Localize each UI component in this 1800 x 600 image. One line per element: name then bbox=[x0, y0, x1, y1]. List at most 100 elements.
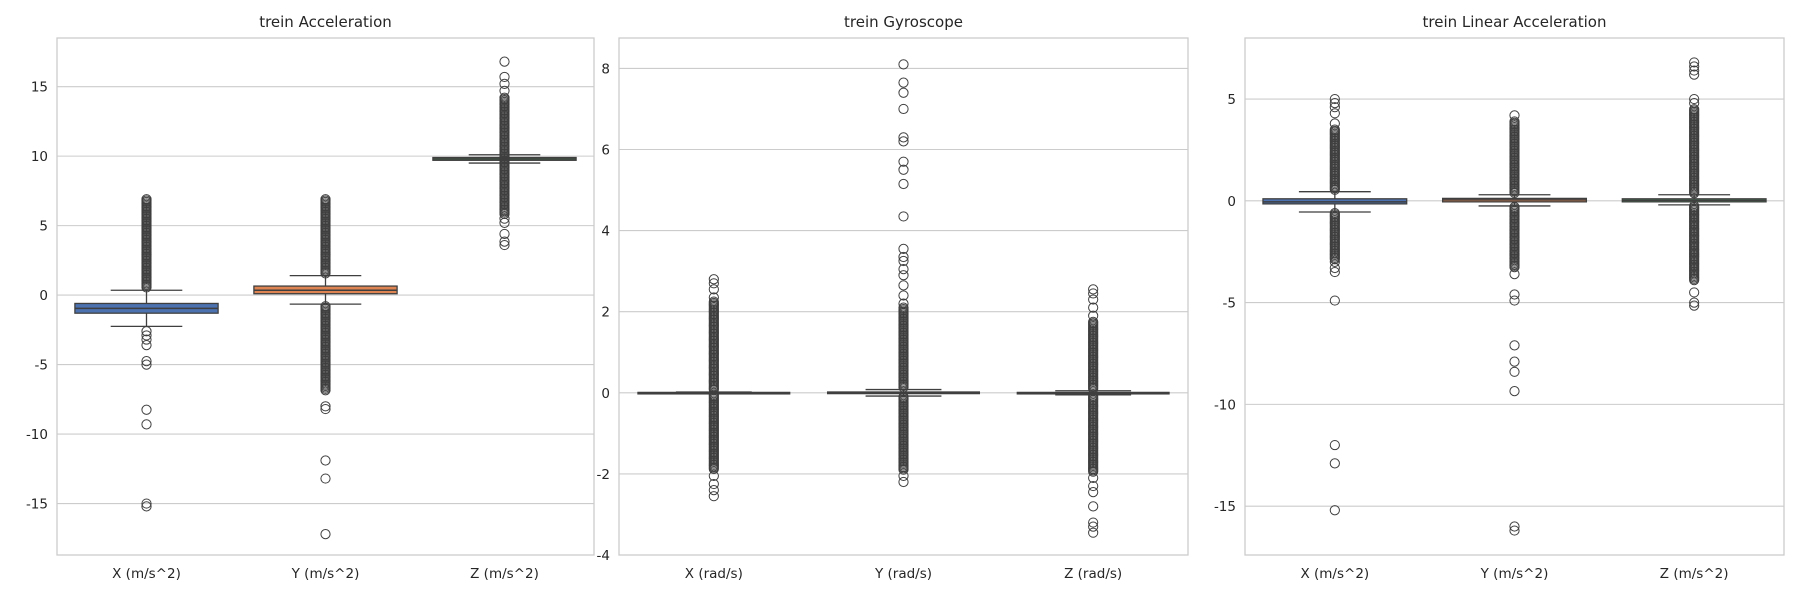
flier-point bbox=[320, 529, 331, 540]
flier-point bbox=[499, 213, 510, 224]
x-tick-label: Z (m/s^2) bbox=[470, 566, 539, 582]
box-1 bbox=[826, 59, 981, 488]
y-tick-label: 5 bbox=[39, 219, 48, 235]
flier-cluster bbox=[320, 301, 331, 396]
flier-point bbox=[1689, 287, 1700, 298]
flier-point bbox=[1689, 57, 1700, 68]
flier-point bbox=[1329, 184, 1340, 195]
y-tick-label: 6 bbox=[601, 143, 610, 159]
flier-cluster bbox=[499, 92, 510, 220]
flier-cluster bbox=[1088, 316, 1099, 395]
y-tick-label: 4 bbox=[601, 224, 610, 240]
flier-point bbox=[708, 485, 719, 496]
y-tick-label: -2 bbox=[597, 467, 610, 483]
flier-point bbox=[898, 211, 909, 222]
flier-point bbox=[1329, 108, 1340, 119]
flier-point bbox=[708, 278, 719, 289]
y-tick-label: -5 bbox=[35, 358, 48, 374]
flier-point bbox=[898, 382, 909, 393]
flier-cluster bbox=[708, 389, 719, 475]
y-tick-label: 2 bbox=[601, 305, 610, 321]
panel-linear-acceleration: -15 -10 -5 0 5 trein Linear Acceleration X (m/… bbox=[1214, 13, 1785, 582]
flier-point bbox=[141, 334, 152, 345]
flier-point bbox=[898, 156, 909, 167]
box-2 bbox=[1016, 284, 1170, 538]
flier-point bbox=[1088, 472, 1099, 484]
flier-cluster bbox=[1689, 200, 1700, 286]
flier-point bbox=[1329, 295, 1340, 306]
flier-point bbox=[320, 455, 331, 466]
flier-point bbox=[141, 326, 152, 337]
flier-point bbox=[499, 217, 510, 228]
flier-point bbox=[1509, 366, 1520, 377]
flier-point bbox=[320, 268, 331, 279]
flier-point bbox=[898, 298, 909, 309]
flier-point bbox=[898, 251, 909, 263]
flier-point bbox=[1509, 269, 1520, 280]
panel-gyroscope: -4 -2 0 2 4 6 8 trein Gyroscope X (rad/s) Y (rad/… bbox=[597, 13, 1189, 582]
flier-cluster bbox=[1509, 116, 1520, 198]
flier-point bbox=[1509, 262, 1520, 273]
plot-frame bbox=[56, 37, 595, 556]
x-tick-label: X (m/s^2) bbox=[1300, 566, 1369, 582]
flier-point bbox=[898, 59, 909, 70]
y-tick-label: -10 bbox=[26, 427, 48, 443]
flier-cluster bbox=[898, 391, 909, 475]
flier-point bbox=[898, 164, 909, 175]
flier-point bbox=[1329, 266, 1340, 278]
flier-point bbox=[1689, 69, 1700, 80]
flier-point bbox=[320, 401, 331, 412]
flier-point bbox=[708, 463, 719, 475]
flier-point bbox=[499, 228, 510, 240]
flier-point bbox=[1509, 289, 1520, 300]
flier-point bbox=[499, 71, 510, 83]
flier-point bbox=[1509, 521, 1520, 532]
x-tick-label: Z (rad/s) bbox=[1064, 566, 1122, 582]
y-tick-label: 8 bbox=[601, 61, 610, 77]
flier-point bbox=[1088, 480, 1099, 492]
y-tick-label: -15 bbox=[1214, 499, 1236, 515]
flier-point bbox=[1329, 98, 1340, 109]
flier-cluster bbox=[708, 296, 719, 395]
flier-point bbox=[1689, 61, 1700, 72]
flier-point bbox=[1088, 517, 1099, 528]
flier-point bbox=[141, 340, 152, 351]
x-tick-label: Y (rad/s) bbox=[874, 566, 932, 582]
flier-point bbox=[898, 77, 909, 88]
flier-point bbox=[898, 255, 909, 267]
flier-cluster bbox=[1329, 207, 1340, 265]
flier-point bbox=[1509, 340, 1520, 351]
flier-point bbox=[898, 464, 909, 475]
box-0 bbox=[1262, 93, 1408, 516]
flier-point bbox=[1509, 295, 1520, 306]
flier-point bbox=[1689, 65, 1700, 76]
flier-point bbox=[1088, 288, 1099, 299]
flier-point bbox=[898, 178, 909, 190]
box-1 bbox=[1441, 110, 1588, 536]
flier-point bbox=[1329, 118, 1340, 129]
x-tick-label: Y (m/s^2) bbox=[291, 566, 360, 582]
chart-title: trein Linear Acceleration bbox=[1423, 13, 1607, 31]
flier-cluster bbox=[141, 194, 152, 293]
y-tick-label: 10 bbox=[31, 149, 48, 165]
flier-point bbox=[1088, 527, 1099, 538]
flier-point bbox=[898, 476, 909, 488]
flier-point bbox=[708, 274, 719, 285]
y-tick-label: 0 bbox=[601, 386, 610, 402]
flier-point bbox=[1088, 501, 1099, 512]
flier-cluster bbox=[1509, 201, 1520, 273]
flier-point bbox=[1088, 284, 1099, 295]
flier-point bbox=[1329, 256, 1340, 267]
flier-cluster bbox=[1088, 390, 1099, 477]
y-tick-label: 5 bbox=[1227, 92, 1236, 108]
flier-point bbox=[320, 403, 331, 415]
box-0 bbox=[74, 194, 219, 512]
x-tick-label: Z (m/s^2) bbox=[1660, 566, 1729, 582]
flier-point bbox=[141, 356, 152, 367]
flier-point bbox=[708, 478, 719, 490]
flier-point bbox=[1509, 110, 1520, 121]
flier-point bbox=[141, 498, 152, 509]
flier-point bbox=[898, 132, 909, 143]
flier-point bbox=[898, 270, 909, 281]
flier-cluster bbox=[1329, 124, 1340, 195]
